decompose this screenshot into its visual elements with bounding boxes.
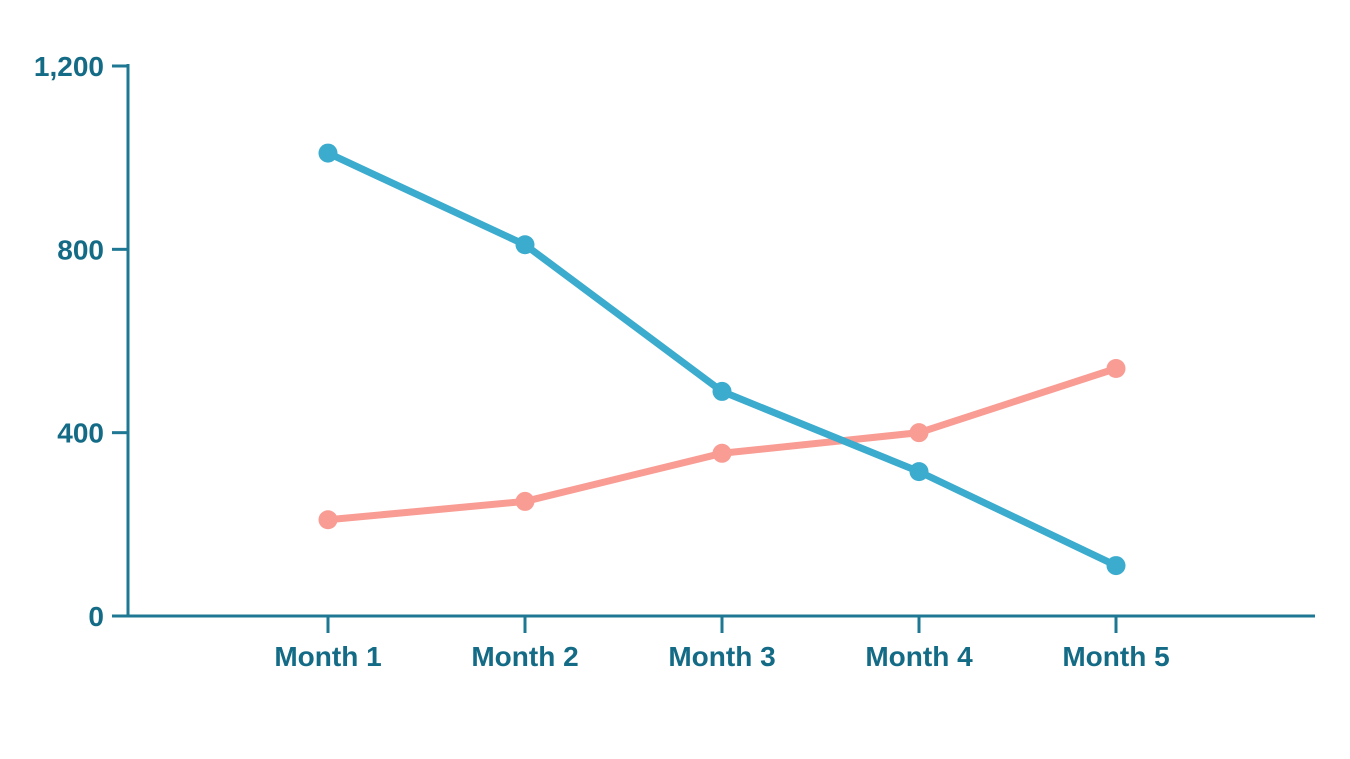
teal-declining-series-point-marker — [515, 235, 535, 255]
teal-declining-series-point-marker — [318, 143, 338, 163]
x-axis-tick-label: Month 4 — [865, 641, 973, 672]
pink-rising-series-point-marker — [515, 491, 535, 511]
y-axis-tick-label: 800 — [57, 234, 104, 265]
teal-declining-series-point-marker — [909, 462, 929, 482]
pink-rising-series-point-marker — [1106, 359, 1126, 378]
x-axis-tick-label: Month 2 — [471, 641, 578, 672]
x-axis-tick-label: Month 5 — [1062, 641, 1169, 672]
pink-rising-series-point-marker — [318, 510, 338, 530]
x-axis-tick-label: Month 1 — [274, 641, 381, 672]
teal-declining-series-point-marker — [712, 381, 732, 401]
y-axis-tick-label: 0 — [88, 601, 104, 632]
x-axis-tick-label: Month 3 — [668, 641, 775, 672]
y-axis-tick-label: 400 — [57, 418, 104, 449]
teal-declining-series-point-marker — [1106, 556, 1126, 576]
pink-rising-series-point-marker — [712, 443, 732, 463]
pink-rising-series-point-marker — [909, 423, 929, 443]
y-axis-tick-label: 1,200 — [34, 51, 104, 82]
teal-declining-series-line — [324, 149, 1120, 570]
